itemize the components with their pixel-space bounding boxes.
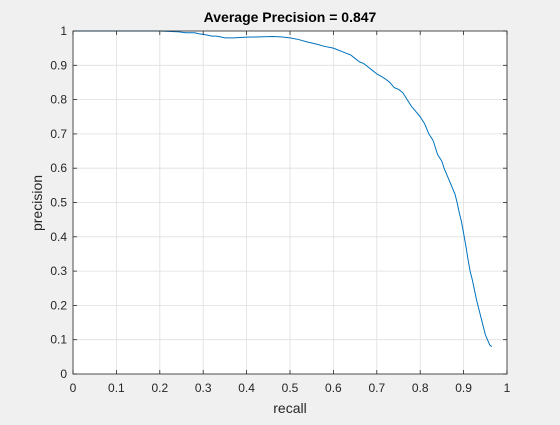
y-tick-label: 1 [60, 24, 67, 38]
x-tick-label: 0.1 [108, 381, 125, 395]
ticks [72, 30, 508, 375]
y-tick-label: 0.2 [50, 298, 67, 312]
y-tick-label: 0.6 [50, 161, 67, 175]
x-tick-label: 0.3 [195, 381, 212, 395]
y-tick-label: 0.5 [50, 196, 67, 210]
y-axis-label: precision [29, 175, 45, 231]
y-tick-label: 0.3 [50, 264, 67, 278]
x-tick-label: 0.9 [455, 381, 472, 395]
y-tick-label: 0.1 [50, 333, 67, 347]
x-tick-label: 0.5 [282, 381, 299, 395]
x-tick-label: 0.4 [238, 381, 255, 395]
y-tick-label: 0 [60, 367, 67, 381]
series-layer [73, 30, 493, 347]
precision-recall-curve [73, 30, 493, 347]
y-tick-label: 0.4 [50, 230, 67, 244]
x-tick-label: 1 [504, 381, 511, 395]
x-tick-label: 0.6 [325, 381, 342, 395]
x-tick-label: 0.2 [151, 381, 168, 395]
y-tick-label: 0.9 [50, 58, 67, 72]
chart-title: Average Precision = 0.847 [204, 9, 377, 25]
x-tick-label: 0.8 [412, 381, 429, 395]
tick-labels: 0 0.1 0.2 0.3 0.4 0.5 0.6 0.7 0.8 0.9 1 0 0.1 0.2 0.3 0… [50, 24, 510, 395]
y-tick-label: 0.7 [50, 127, 67, 141]
x-axis-label: recall [273, 400, 306, 416]
x-tick-label: 0.7 [368, 381, 385, 395]
x-tick-label: 0 [70, 381, 77, 395]
y-tick-label: 0.8 [50, 93, 67, 107]
